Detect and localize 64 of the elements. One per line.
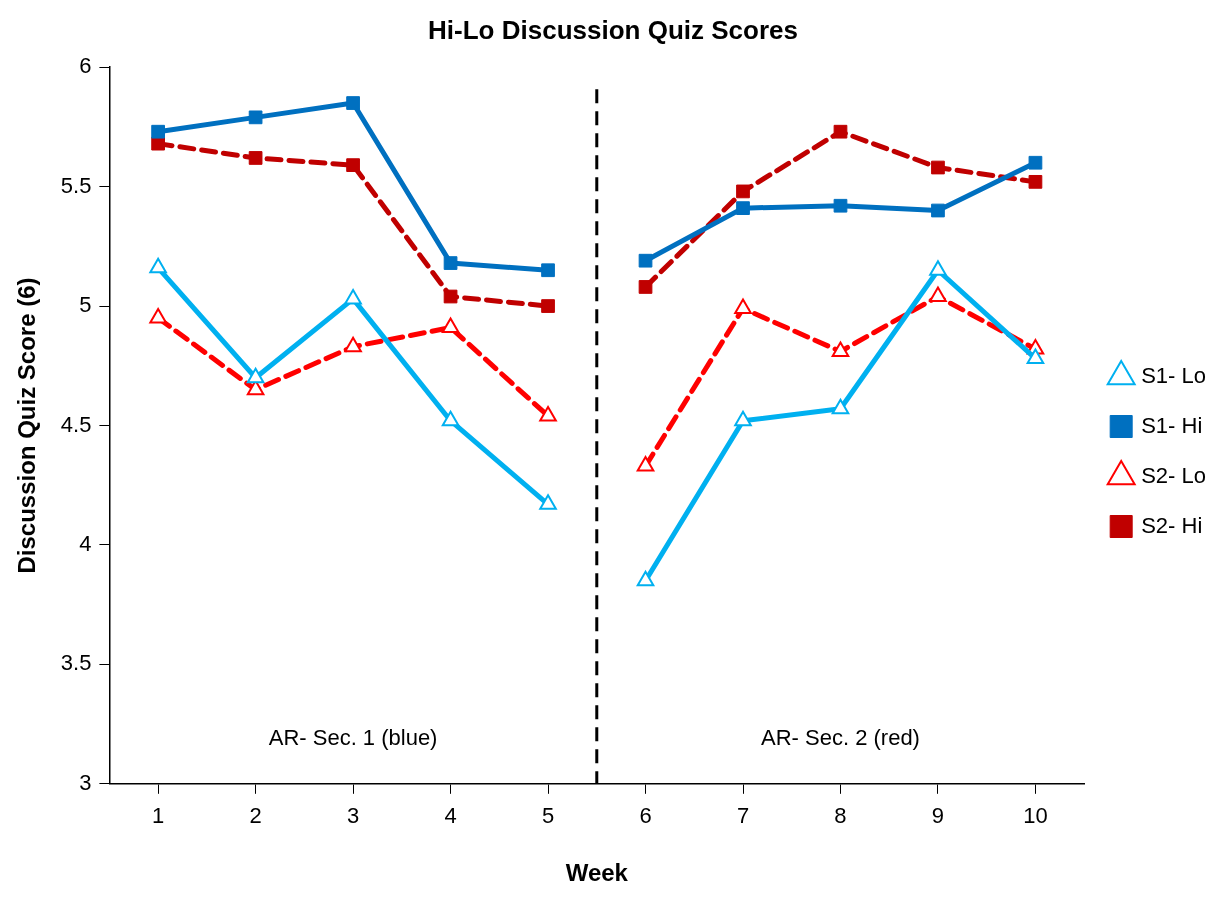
point (931, 203, 945, 218)
point (149, 308, 167, 324)
point (734, 410, 752, 427)
point (151, 136, 165, 151)
point (833, 124, 848, 139)
point (638, 253, 653, 268)
legend-label: S2- Hi (1141, 512, 1203, 538)
x-tick-label: 6 (639, 803, 652, 829)
point (541, 299, 555, 313)
y-tick-label: 3 (79, 769, 92, 795)
point (541, 263, 555, 278)
point (636, 456, 655, 472)
point (443, 256, 458, 270)
point (443, 289, 458, 304)
x-tick-label: 2 (249, 803, 262, 829)
point (929, 286, 947, 303)
x-tick-label: 10 (1023, 803, 1048, 829)
legend-label: S1- Hi (1141, 412, 1203, 438)
point (931, 160, 945, 175)
point (638, 280, 653, 294)
y-axis-title: Discussion Quiz Score (6) (13, 277, 41, 574)
point (248, 110, 263, 125)
point (246, 367, 265, 384)
x-tick-label: 4 (444, 803, 457, 829)
x-tick-label: 8 (834, 803, 847, 829)
point (831, 398, 850, 415)
x-tick-label: 3 (346, 803, 360, 829)
point (736, 201, 750, 215)
legend-label: S2- Lo (1141, 462, 1207, 488)
x-tick-label: 1 (152, 803, 165, 829)
point (1028, 155, 1043, 170)
point (441, 317, 460, 334)
point (539, 405, 557, 422)
point (1028, 174, 1043, 189)
point (636, 570, 655, 587)
y-tick-label: 5 (79, 292, 92, 318)
y-tick-label: 4.5 (60, 411, 92, 437)
point (734, 298, 752, 314)
point (929, 260, 947, 276)
y-tick-label: 6 (79, 53, 92, 79)
chart-title: Hi-Lo Discussion Quiz Scores (428, 14, 798, 45)
point (344, 336, 362, 353)
point (1026, 348, 1045, 365)
point (151, 124, 165, 139)
point (149, 257, 167, 274)
point (736, 184, 750, 199)
point (441, 410, 460, 427)
legend-label: S1- Lo (1141, 362, 1207, 388)
x-tick-label: 5 (541, 803, 555, 829)
point (346, 158, 360, 172)
annotation: AR- Sec. 1 (blue) (268, 724, 438, 750)
point (248, 151, 263, 165)
y-tick-label: 4 (79, 531, 92, 556)
point (833, 198, 848, 213)
x-axis-title: Week (565, 859, 629, 887)
annotation: AR- Sec. 2 (red) (761, 724, 920, 750)
point (831, 341, 850, 357)
x-tick-label: 7 (736, 803, 750, 829)
y-tick-label: 5.5 (60, 172, 92, 198)
point (346, 96, 360, 110)
y-tick-label: 3.5 (60, 650, 92, 676)
point (539, 494, 557, 510)
x-tick-label: 9 (931, 803, 945, 829)
point (344, 288, 362, 305)
